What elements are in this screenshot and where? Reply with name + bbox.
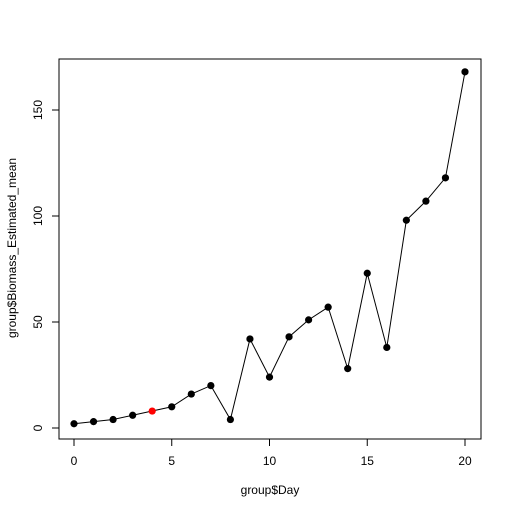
y-axis-label: group$Biomass_Estimated_mean [5,158,19,338]
data-point [441,174,450,182]
data-point [285,333,293,341]
data-point [129,411,137,419]
data-point [324,303,332,311]
data-point [246,335,254,343]
series-line [73,71,466,425]
data-point [109,415,117,424]
y-tick-label: 150 [31,100,45,120]
plot-frame [58,58,482,440]
data-point [344,365,352,373]
y-tick-label: 0 [31,424,45,431]
data-point [168,403,176,411]
x-tick-label: 15 [361,454,375,468]
data-point [461,68,469,76]
data-point [207,382,215,390]
x-tick-label: 10 [263,454,277,468]
x-tick-label: 20 [458,454,472,468]
data-point [187,390,195,398]
data-point [265,373,274,381]
x-tick-label: 5 [168,454,175,468]
y-tick-label: 100 [31,206,45,226]
highlighted-data-point [148,407,156,415]
x-axis-label: group$Day [241,483,300,497]
data-point [226,415,234,424]
data-point [305,316,313,324]
x-tick-label: 0 [71,454,78,468]
data-point [402,216,410,224]
y-tick-label: 50 [31,315,45,329]
data-point [363,269,371,277]
data-point [89,418,98,426]
data-point [422,197,430,205]
data-point [70,420,78,428]
data-point [383,343,391,352]
